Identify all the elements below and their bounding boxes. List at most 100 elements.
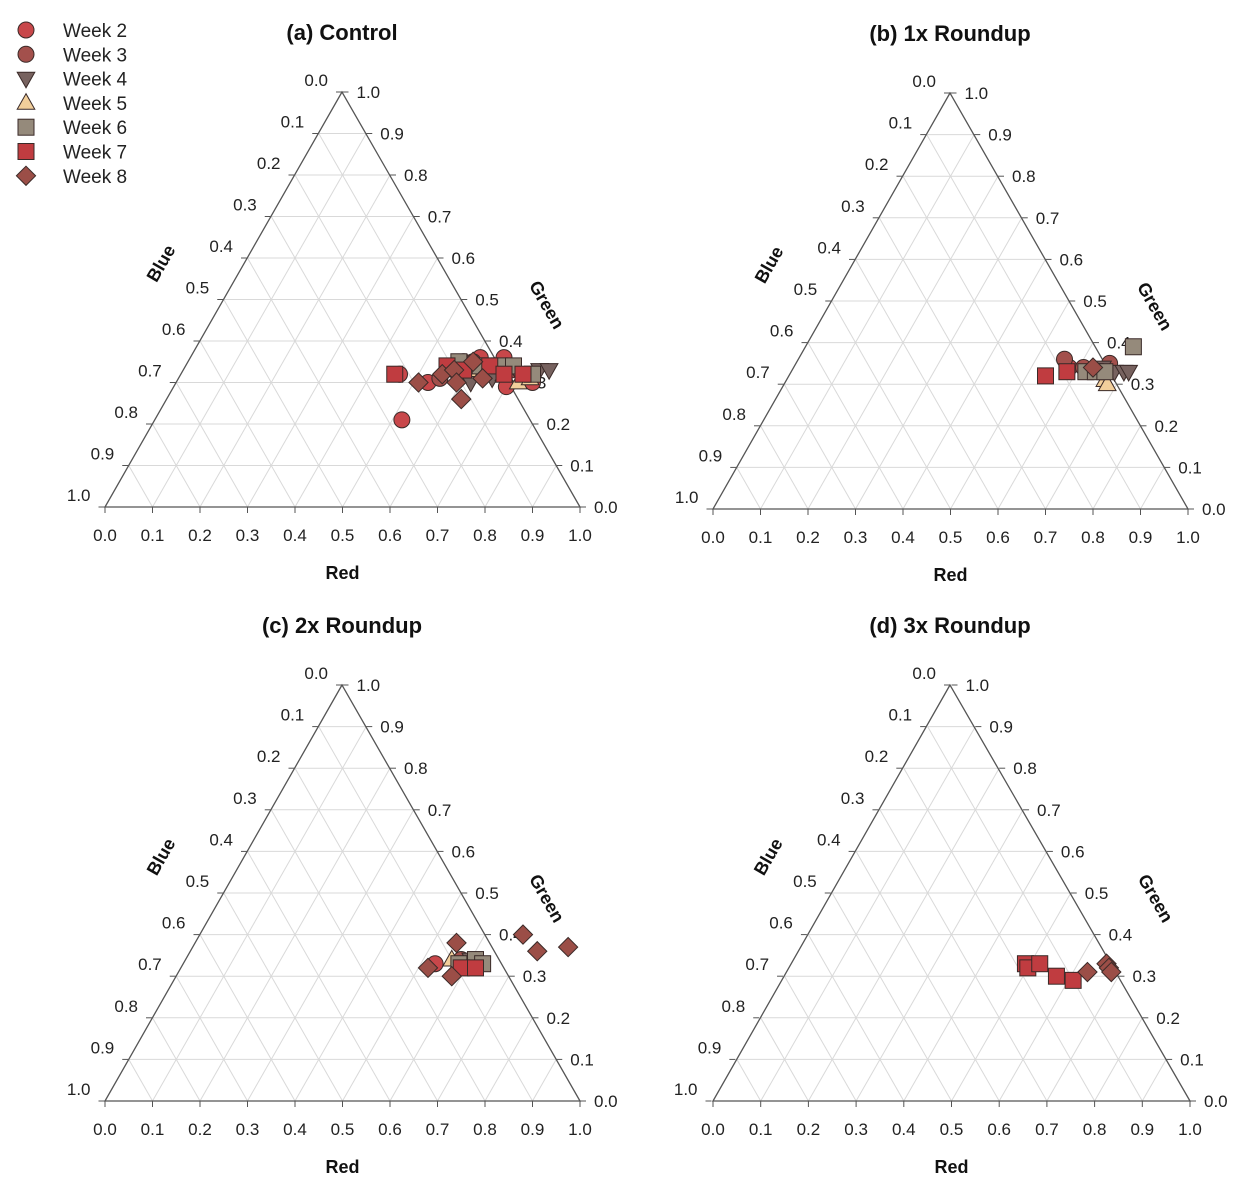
gridline (927, 726, 1143, 1102)
tick-label-red: 0.0 (701, 1120, 725, 1139)
tick-label-blue: 0.4 (817, 830, 841, 849)
tick-label-blue: 0.7 (746, 363, 770, 382)
tick-label-green: 0.4 (499, 926, 523, 945)
tick-label-blue: 0.3 (841, 197, 865, 216)
chart-title: (a) Control (286, 20, 397, 45)
tick-label-green: 0.6 (452, 842, 476, 861)
tick-label-green: 0.5 (1083, 292, 1107, 311)
tick-label-red: 0.0 (93, 1120, 117, 1139)
tick-label-blue: 1.0 (67, 486, 91, 505)
tick-label-green: 0.2 (547, 415, 571, 434)
tick-label-blue: 0.1 (281, 706, 305, 725)
tick-label-red: 1.0 (1176, 528, 1200, 547)
tick-label-green: 1.0 (965, 84, 989, 103)
tick-label-red: 0.4 (283, 526, 307, 545)
tick-label-green: 0.1 (570, 457, 594, 476)
tick-label-blue: 0.0 (304, 664, 328, 683)
gridline (270, 216, 438, 508)
gridline (950, 300, 1070, 510)
tick-label-red: 0.6 (987, 1120, 1011, 1139)
tick-label-green: 0.0 (594, 1092, 618, 1111)
tick-label-green: 0.5 (475, 291, 499, 310)
tick-label-red: 0.8 (473, 1120, 497, 1139)
data-point-week-8 (408, 372, 429, 393)
data-point-week-8 (417, 957, 439, 979)
legend-marker-week-5 (16, 92, 36, 110)
gridlines (128, 726, 557, 1102)
tick-label-red: 0.9 (521, 526, 545, 545)
legend-marker-week-6 (17, 118, 35, 136)
gridline (484, 1017, 533, 1102)
tick-label-red: 0.1 (749, 528, 773, 547)
tick-label-green: 0.7 (428, 208, 452, 227)
gridline (1092, 425, 1141, 510)
axis-title-blue: Blue (751, 243, 788, 287)
gridline (484, 423, 533, 508)
data-point-week-8 (1077, 961, 1098, 983)
data-point-week-8 (441, 965, 463, 987)
tick-label-red: 0.7 (426, 526, 450, 545)
tick-label-red: 0.7 (1035, 1120, 1059, 1139)
tick-label-red: 0.5 (940, 1120, 964, 1139)
data-point-week-7 (467, 959, 484, 977)
tick-label-blue: 0.2 (257, 747, 281, 766)
axis-title-red: Red (325, 563, 359, 583)
tick-label-blue: 1.0 (675, 488, 699, 507)
axis-title-blue: Blue (143, 241, 180, 285)
tick-label-green: 0.7 (1037, 801, 1061, 820)
tick-label-red: 0.9 (1129, 528, 1153, 547)
gridline (1141, 1059, 1167, 1102)
gridline (199, 340, 296, 508)
data-point-week-7 (1064, 971, 1082, 989)
tick-label-green: 0.9 (380, 125, 404, 144)
tick-label-blue: 0.4 (209, 830, 233, 849)
tick-label-red: 0.8 (473, 526, 497, 545)
gridlines (736, 726, 1167, 1102)
gridline (855, 809, 1024, 1102)
data-point-week-7 (386, 365, 404, 383)
tick-label-green: 0.8 (404, 759, 428, 778)
tick-label-red: 0.5 (331, 1120, 355, 1139)
gridline (437, 975, 510, 1102)
ternary-panel-1: 0.00.00.00.10.10.10.20.20.20.30.30.30.40… (67, 20, 618, 583)
tick-label-green: 0.5 (475, 884, 499, 903)
tick-label-green: 1.0 (357, 676, 381, 695)
tick-label-red: 0.2 (797, 1120, 821, 1139)
tick-label-green: 0.0 (1202, 500, 1226, 519)
tick-label-blue: 0.6 (769, 914, 793, 933)
tick-label-red: 0.2 (796, 528, 820, 547)
legend-marker-week-4 (16, 71, 36, 89)
gridline (152, 1017, 201, 1102)
tick-label-red: 1.0 (1178, 1120, 1202, 1139)
gridline (247, 809, 415, 1102)
data-point-week-2 (393, 411, 411, 429)
tick-label-red: 0.4 (283, 1120, 307, 1139)
gridline (128, 1059, 153, 1102)
gridline (760, 134, 975, 510)
axis-title-blue: Blue (750, 835, 787, 879)
data-point-week-7 (495, 365, 513, 383)
tick-label-blue: 0.1 (889, 706, 913, 725)
chart-title: (d) 3x Roundup (869, 613, 1030, 638)
legend-label: Week 4 (63, 70, 128, 91)
tick-label-blue: 0.7 (745, 955, 769, 974)
tick-label-blue: 0.6 (162, 320, 186, 339)
data-point-week-8 (526, 940, 548, 962)
gridline (342, 299, 462, 508)
tick-label-blue: 0.3 (841, 789, 865, 808)
tick-label-red: 1.0 (568, 1120, 592, 1139)
data-points (386, 349, 559, 429)
tick-label-green: 0.9 (988, 126, 1012, 145)
axis-title-red: Red (933, 565, 967, 585)
tick-label-red: 0.8 (1081, 528, 1105, 547)
tick-label-green: 0.4 (499, 332, 523, 351)
tick-label-blue: 0.5 (186, 872, 210, 891)
tick-label-red: 1.0 (568, 526, 592, 545)
tick-label-blue: 0.9 (91, 1038, 115, 1057)
gridline (736, 1059, 762, 1102)
tick-label-green: 0.7 (1036, 209, 1060, 228)
gridline (878, 217, 1046, 510)
gridline (879, 809, 1048, 1102)
tick-label-blue: 0.9 (91, 445, 115, 464)
gridline (175, 975, 248, 1102)
